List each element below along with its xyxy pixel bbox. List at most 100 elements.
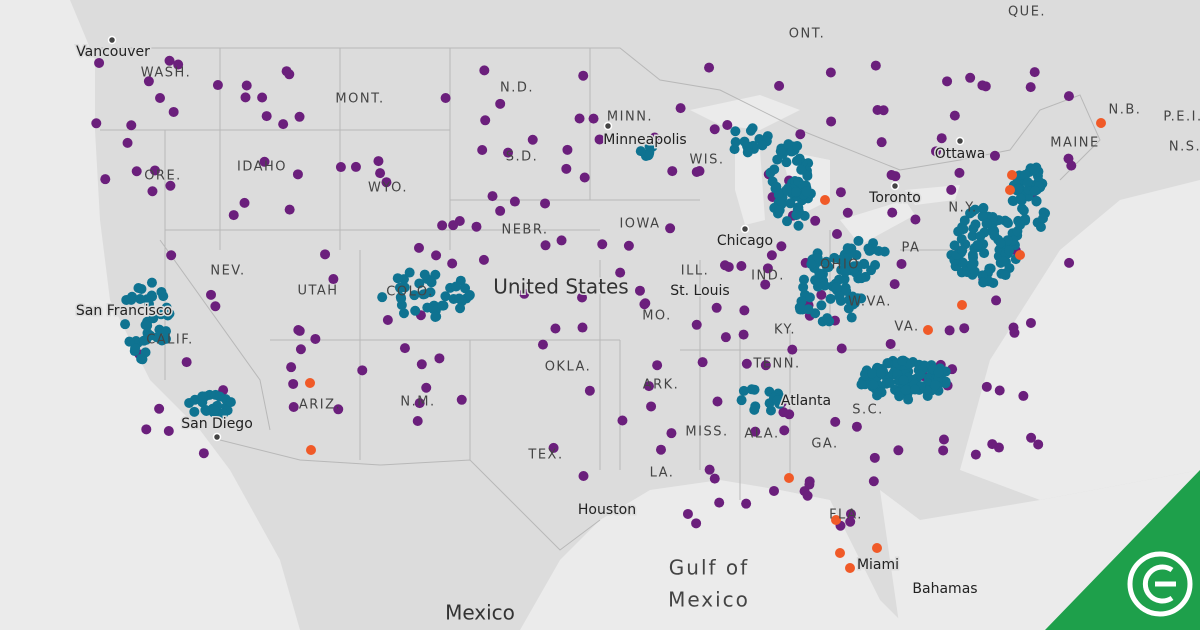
location-dot: [218, 408, 229, 419]
location-dot: [398, 308, 409, 319]
location-dot: [198, 448, 209, 459]
location-dot: [240, 92, 251, 103]
location-dot: [957, 245, 968, 256]
location-dot: [471, 221, 482, 232]
location-dot: [394, 282, 405, 293]
location-dot: [479, 65, 490, 76]
location-dot: [1025, 82, 1036, 93]
location-dot: [972, 240, 983, 251]
location-dot: [821, 256, 832, 267]
location-dot: [228, 210, 239, 221]
location-dot: [189, 394, 200, 405]
location-dot: [286, 362, 297, 373]
location-dot: [225, 397, 236, 408]
location-dot: [946, 184, 957, 195]
location-dot: [793, 220, 804, 231]
location-dot: [295, 344, 306, 355]
location-dot: [288, 378, 299, 389]
location-dot: [1005, 185, 1015, 195]
location-dot: [842, 207, 853, 218]
location-dot: [320, 249, 331, 260]
location-dot: [154, 403, 165, 414]
location-dot: [959, 215, 970, 226]
province-label: N.B.: [1109, 103, 1142, 118]
location-dot: [487, 191, 498, 202]
location-dot: [714, 497, 725, 508]
location-dot: [835, 254, 846, 265]
state-label: W.VA.: [848, 295, 892, 310]
location-dot: [136, 283, 147, 294]
city-dot: [955, 136, 965, 146]
location-dot: [885, 377, 896, 388]
location-dot: [540, 198, 551, 209]
location-dot: [746, 384, 757, 395]
location-dot: [410, 305, 421, 316]
location-dot: [404, 267, 415, 278]
location-dot: [739, 136, 750, 147]
location-dot: [866, 265, 877, 276]
city-label: San Diego: [181, 416, 253, 432]
location-dot: [782, 216, 793, 227]
province-label: ONT.: [789, 27, 826, 42]
location-dot: [665, 223, 676, 234]
location-dot: [350, 161, 361, 172]
location-dot: [851, 421, 862, 432]
city-dot: [740, 224, 750, 234]
location-dot: [437, 220, 448, 231]
location-dot: [834, 291, 845, 302]
location-dot: [691, 319, 702, 330]
location-dot: [769, 485, 780, 496]
location-dot: [416, 359, 427, 370]
state-label: ALA.: [744, 427, 779, 442]
location-dot: [970, 204, 981, 215]
location-dot: [845, 563, 855, 573]
state-label: MONT.: [335, 92, 384, 107]
location-dot: [987, 439, 998, 450]
location-dot: [772, 395, 783, 406]
pacific: [0, 0, 300, 630]
location-dot: [792, 141, 803, 152]
location-dot: [100, 174, 111, 185]
location-dot: [120, 319, 131, 330]
location-dot: [519, 288, 530, 299]
location-dot: [842, 243, 853, 254]
location-dot: [856, 273, 867, 284]
location-dot: [843, 303, 854, 314]
location-dot: [414, 278, 425, 289]
state-label: OHIO: [820, 258, 860, 273]
location-dot: [869, 452, 880, 463]
atlantic-north: [960, 180, 1200, 500]
labels: United States Mexico ONT. QUE. N.B. P.E.I. N.S…: [74, 5, 1200, 625]
island-label: Bahamas: [912, 581, 977, 597]
location-dot: [886, 169, 897, 180]
location-dot: [730, 137, 741, 148]
location-dot: [802, 490, 813, 501]
location-dot: [798, 282, 809, 293]
location-dot: [915, 369, 926, 380]
location-dot: [897, 355, 908, 366]
state-label: KY.: [774, 323, 796, 338]
city-label: Vancouver: [76, 44, 150, 60]
location-dot: [923, 325, 933, 335]
location-dot: [200, 404, 211, 415]
state-label: N.Y.: [948, 201, 977, 216]
location-dot: [846, 312, 857, 323]
location-dot: [413, 242, 424, 253]
location-dot: [426, 277, 437, 288]
location-dot: [940, 376, 951, 387]
location-dot: [156, 309, 167, 320]
location-dot: [1004, 245, 1015, 256]
location-dot: [831, 515, 841, 525]
location-dot: [775, 146, 786, 157]
location-dot: [143, 76, 154, 87]
location-dot: [577, 292, 588, 303]
location-dot: [382, 315, 393, 326]
location-dot: [720, 332, 731, 343]
state-label: IOWA: [619, 217, 660, 232]
location-dot: [876, 137, 887, 148]
location-dot: [736, 395, 747, 406]
state-label: FLA.: [829, 508, 863, 523]
location-dot: [652, 360, 663, 371]
location-dot: [675, 103, 686, 114]
location-dot: [578, 471, 589, 482]
